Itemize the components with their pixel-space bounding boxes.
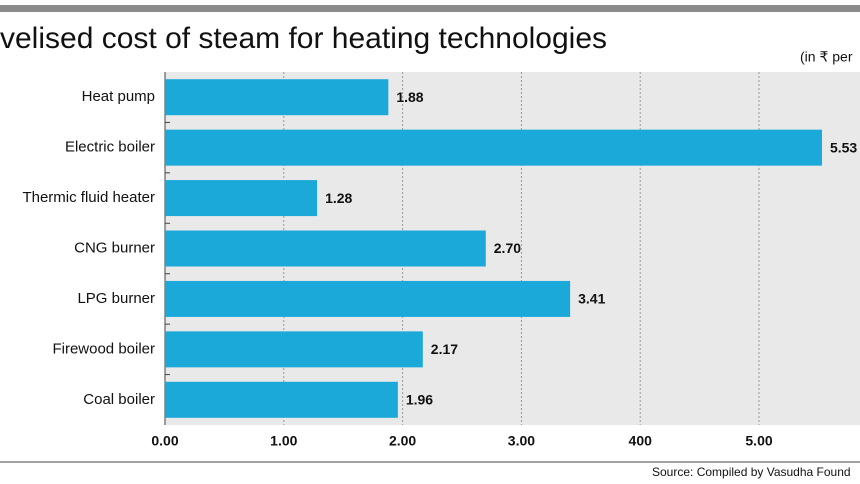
value-label: 1.28 [325, 190, 352, 206]
x-tick-label: 400 [629, 433, 653, 449]
source: Source: Compiled by Vasudha Found [652, 465, 851, 479]
y-tick-label: CNG burner [74, 239, 155, 256]
chart-title: velised cost of steam for heating techno… [0, 22, 607, 55]
x-tick-label: 0.00 [151, 433, 178, 449]
x-tick-label: 2.00 [389, 433, 416, 449]
value-label: 2.17 [431, 341, 458, 357]
x-tick-label: 1.00 [270, 433, 297, 449]
bar [165, 381, 398, 418]
unit-label: (in ₹ per [800, 49, 853, 65]
value-label: 5.53 [830, 139, 857, 155]
y-tick-label: Electric boiler [65, 139, 155, 156]
bar [165, 280, 571, 317]
value-label: 1.88 [396, 89, 423, 105]
y-tick-label: Thermic fluid heater [22, 189, 155, 206]
value-label: 3.41 [578, 291, 605, 307]
bar [165, 230, 486, 267]
y-tick-label: Firewood boiler [52, 340, 155, 357]
bar [165, 79, 389, 116]
value-label: 1.96 [406, 391, 433, 407]
y-tick-label: Coal boiler [83, 391, 155, 408]
bar [165, 180, 318, 217]
y-tick-label: Heat pump [82, 88, 155, 105]
bar [165, 331, 423, 368]
y-tick-label: LPG burner [77, 290, 155, 307]
top-rule [0, 5, 860, 12]
x-tick-label: 3.00 [508, 433, 535, 449]
value-label: 2.70 [494, 240, 521, 256]
x-tick-label: 5.00 [745, 433, 772, 449]
bar [165, 129, 822, 166]
